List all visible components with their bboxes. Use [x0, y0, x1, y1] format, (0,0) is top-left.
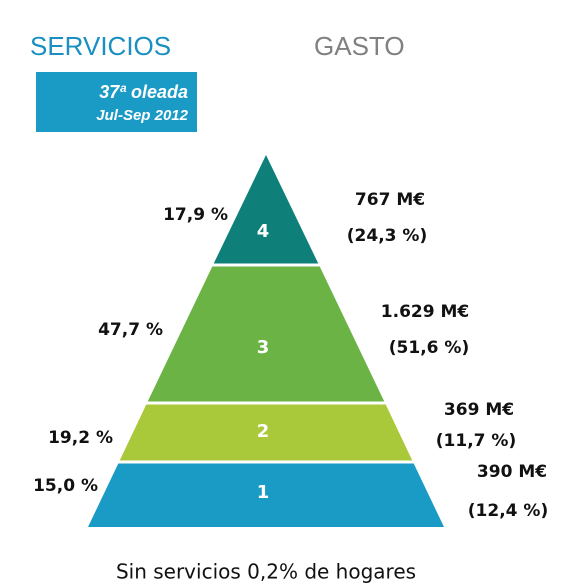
left-title: SERVICIOS [30, 31, 171, 61]
households-share: 15,0 % [33, 476, 98, 496]
spend-share: (51,6 %) [389, 338, 469, 358]
pyramid-layer [119, 403, 413, 462]
level-number: 2 [257, 421, 270, 442]
badge-line1: 37ª oleada [99, 82, 188, 102]
level-number: 4 [257, 221, 270, 242]
badge [36, 72, 197, 132]
right-title: GASTO [314, 31, 405, 61]
level-number: 1 [257, 482, 270, 503]
spend-share: (24,3 %) [347, 226, 427, 246]
footer-note: Sin servicios 0,2% de hogares [116, 560, 416, 584]
households-share: 17,9 % [163, 205, 228, 225]
spend-share: (11,7 %) [436, 431, 516, 451]
households-share: 47,7 % [98, 320, 163, 340]
pyramid-layer [147, 265, 385, 403]
spend: 1.629 M€ [381, 302, 469, 322]
spend: 369 M€ [444, 400, 514, 420]
spend: 767 M€ [355, 190, 425, 210]
spend-share: (12,4 %) [468, 501, 548, 521]
level-number: 3 [257, 337, 270, 358]
badge-line2: Jul-Sep 2012 [96, 107, 188, 124]
households-share: 19,2 % [48, 428, 113, 448]
pyramid-layer [213, 155, 319, 265]
spend: 390 M€ [477, 462, 547, 482]
pyramid-layer [88, 462, 444, 527]
